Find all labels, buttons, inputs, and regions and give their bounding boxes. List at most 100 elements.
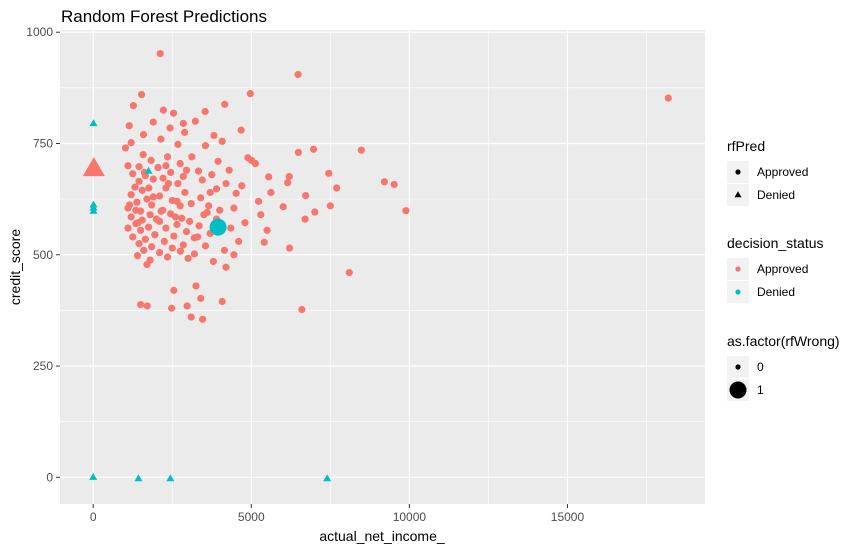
data-point [134,219,142,227]
data-point [148,243,156,251]
data-point [402,207,410,215]
data-point [145,184,153,192]
data-point [325,169,333,177]
x-tick-label: 5000 [238,510,265,524]
data-point [133,198,141,206]
minor-gridlines [60,30,705,504]
data-point [140,168,149,177]
data-point [198,315,207,323]
data-point [174,179,182,188]
data-point [218,297,226,306]
data-point [169,109,178,117]
data-point [294,70,302,79]
legend-label: Denied [757,188,795,202]
data-point [187,313,195,321]
data-point [218,137,226,145]
data-point [149,118,157,126]
data-point [235,237,243,246]
data-point [135,177,143,185]
data-point [214,157,222,165]
data-point [285,244,294,252]
data-point [144,166,153,174]
data-point [140,246,148,254]
data-point [298,305,306,314]
data-point [167,168,175,177]
data-point [170,232,178,240]
data-point [154,163,162,172]
legend-size-symbol [729,381,747,399]
data-point [155,248,164,257]
x-tick-label: 10000 [393,510,427,524]
data-point [149,193,157,201]
data-point [162,224,170,232]
data-point [173,197,181,205]
data-point [147,156,155,165]
data-point [156,49,164,58]
data-point [163,153,172,161]
data-point [132,206,140,214]
legend-label: Approved [757,262,808,276]
data-point [144,223,153,231]
data-point [254,197,263,205]
data-point [357,146,365,154]
data-point [193,233,202,241]
data-point [176,247,185,255]
y-axis-title: credit_score [7,229,23,305]
data-point [194,167,203,175]
x-axis-title: actual_net_income_ [319,528,445,544]
legend-title: as.factor(rfWrong) [727,333,840,349]
data-point [311,208,319,216]
data-point [345,268,353,277]
data-point [197,194,205,202]
data-point [160,237,168,246]
data-point [232,189,240,197]
data-point [143,260,151,269]
data-point [380,178,388,186]
data-point [135,240,143,248]
data-point [323,474,332,482]
data-point [178,214,186,222]
data-point [326,202,334,210]
data-point [163,253,172,261]
data-point [137,90,146,99]
data-point [205,202,213,210]
y-tick-label: 1000 [26,25,53,39]
data-point [89,206,98,214]
data-point [151,231,159,239]
data-point [333,184,341,192]
legend-label: 1 [757,383,764,397]
data-point [173,220,181,229]
data-point [195,222,203,230]
y-tick-label: 250 [33,359,53,373]
data-point [157,207,165,215]
data-point [179,241,187,249]
x-tick-label: 0 [90,510,97,524]
data-point [257,211,265,219]
legend-color-symbol [735,289,741,295]
data-point [121,144,130,152]
data-point [302,191,310,200]
data-point [230,251,238,259]
data-point [210,131,218,140]
data-point [285,172,293,181]
data-point [155,192,164,200]
data-point [390,180,398,189]
data-point [222,179,230,188]
data-point [192,282,200,290]
data-point [309,145,318,153]
x-axis-ticks: 0 5000 10000 15000 [90,504,584,524]
data-point [127,213,135,221]
data-point [133,252,142,260]
plot-title: Random Forest Predictions [61,7,267,26]
data-point [139,130,148,139]
data-point [209,257,217,266]
data-point [139,151,147,159]
data-point [263,226,271,234]
data-point [251,159,259,168]
data-point [179,172,187,181]
data-point [227,224,235,232]
data-point [664,94,672,102]
data-point [176,159,184,168]
legend-circle-symbol [735,169,741,175]
legend-label: Denied [757,285,795,299]
